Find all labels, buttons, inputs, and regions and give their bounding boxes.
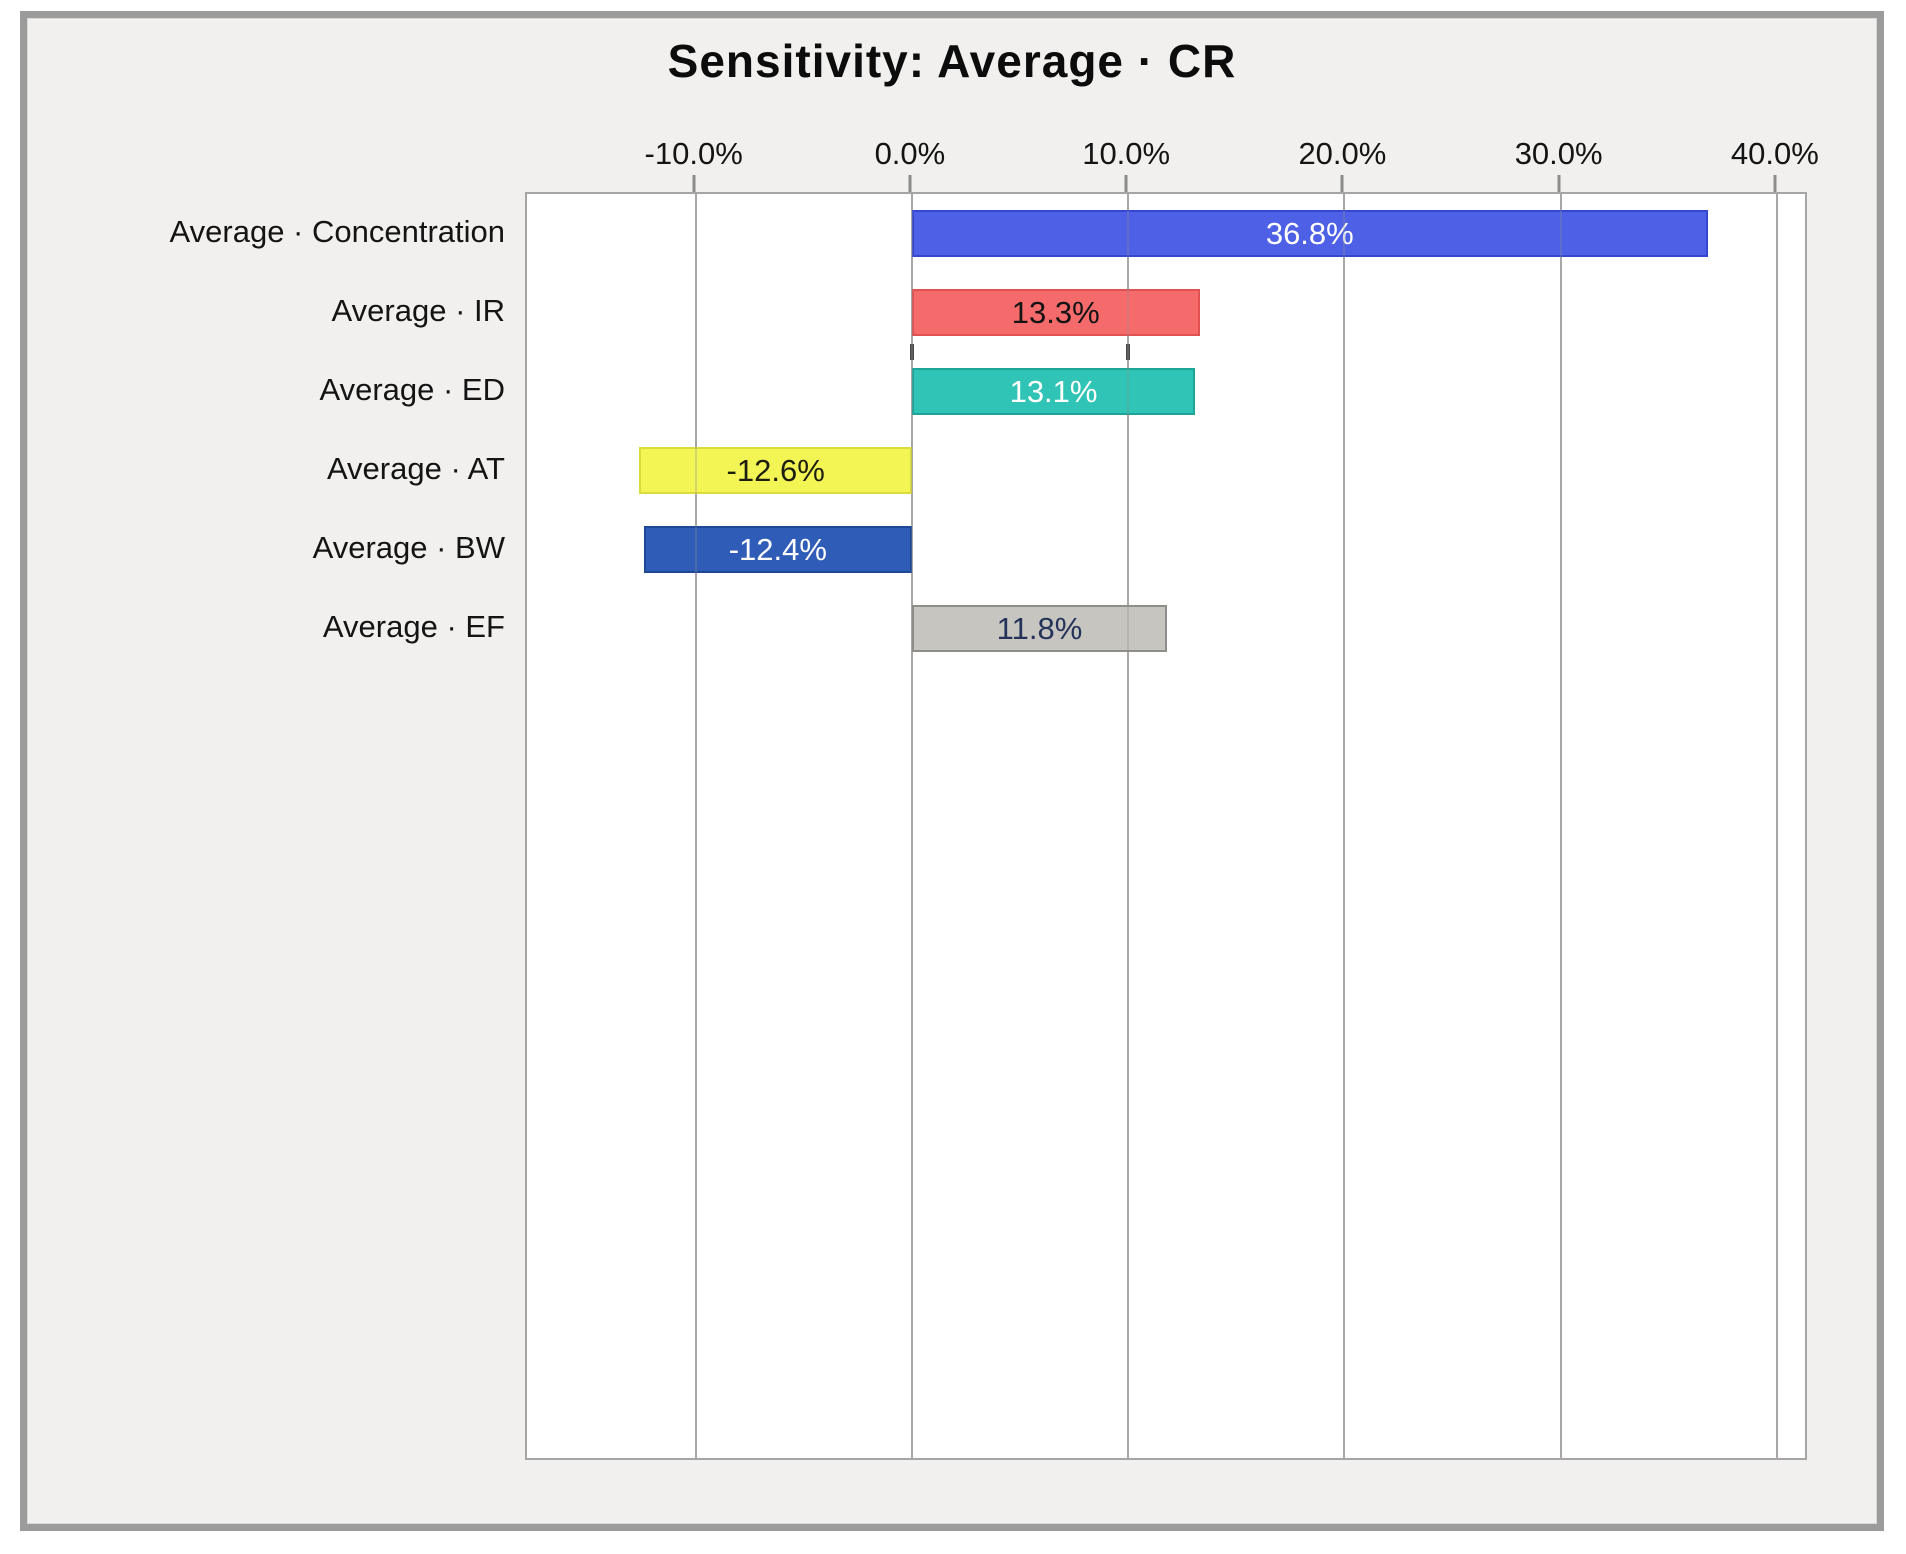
axis-tick-label: -10.0% bbox=[644, 136, 743, 171]
sensitivity-bar: 11.8% bbox=[911, 605, 1168, 652]
chart-window-panel: Sensitivity: Average · CR -10.0% 0.0% 10.0… bbox=[20, 11, 1884, 1531]
category-label: Average · ED bbox=[319, 372, 505, 407]
gridline bbox=[1775, 194, 1778, 1458]
gridline-overlay bbox=[1775, 194, 1778, 1458]
axis-minor-mark bbox=[1126, 344, 1131, 360]
gridline-overlay bbox=[694, 194, 697, 1458]
gridline bbox=[694, 194, 697, 1458]
sensitivity-bar: 13.3% bbox=[911, 289, 1200, 336]
plot-area: 36.8% 13.3% 13.1% -12.6% -12.4% 11.8% bbox=[525, 192, 1807, 1460]
bar-value-label: -12.4% bbox=[728, 532, 827, 567]
category-label: Average · AT bbox=[326, 451, 505, 486]
gridline-overlay bbox=[910, 194, 913, 1458]
chart-title: Sensitivity: Average · CR bbox=[667, 35, 1237, 87]
category-label: Average · Concentration bbox=[169, 214, 505, 249]
axis-tick-mark bbox=[1340, 175, 1344, 192]
axis-tick-mark bbox=[692, 175, 696, 192]
bar-value-label: 11.8% bbox=[996, 611, 1083, 646]
bar-value-label: -12.6% bbox=[726, 453, 825, 488]
axis-tick-label: 40.0% bbox=[1730, 136, 1819, 171]
bar-value-label: 13.1% bbox=[1009, 374, 1098, 409]
axis-tick-label: 0.0% bbox=[874, 136, 946, 171]
axis-tick-mark bbox=[1124, 175, 1128, 192]
category-label: Average · BW bbox=[312, 530, 505, 565]
gridline bbox=[1559, 194, 1562, 1458]
gridline bbox=[1343, 194, 1346, 1458]
gridline-overlay bbox=[1343, 194, 1346, 1458]
gridline-overlay bbox=[1559, 194, 1562, 1458]
bar-value-label: 36.8% bbox=[1265, 216, 1354, 251]
gridline-overlay bbox=[1127, 194, 1130, 1458]
category-label: Average · IR bbox=[331, 293, 505, 328]
axis-tick-label: 30.0% bbox=[1514, 136, 1603, 171]
axis-tick-mark bbox=[1773, 175, 1777, 192]
bar-value-label: 13.3% bbox=[1011, 295, 1100, 330]
category-label: Average · EF bbox=[322, 609, 505, 644]
sensitivity-bar: 13.1% bbox=[911, 368, 1196, 415]
axis-tick-mark bbox=[908, 175, 912, 192]
axis-tick-mark bbox=[1557, 175, 1561, 192]
axis-tick-label: 20.0% bbox=[1298, 136, 1387, 171]
axis-tick-label: 10.0% bbox=[1082, 136, 1171, 171]
sensitivity-bar: 36.8% bbox=[911, 210, 1708, 257]
gridline bbox=[1127, 194, 1130, 1458]
sensitivity-bar: -12.6% bbox=[639, 447, 912, 494]
axis-minor-mark bbox=[909, 344, 914, 360]
gridline bbox=[910, 194, 913, 1458]
sensitivity-bar: -12.4% bbox=[643, 526, 912, 573]
